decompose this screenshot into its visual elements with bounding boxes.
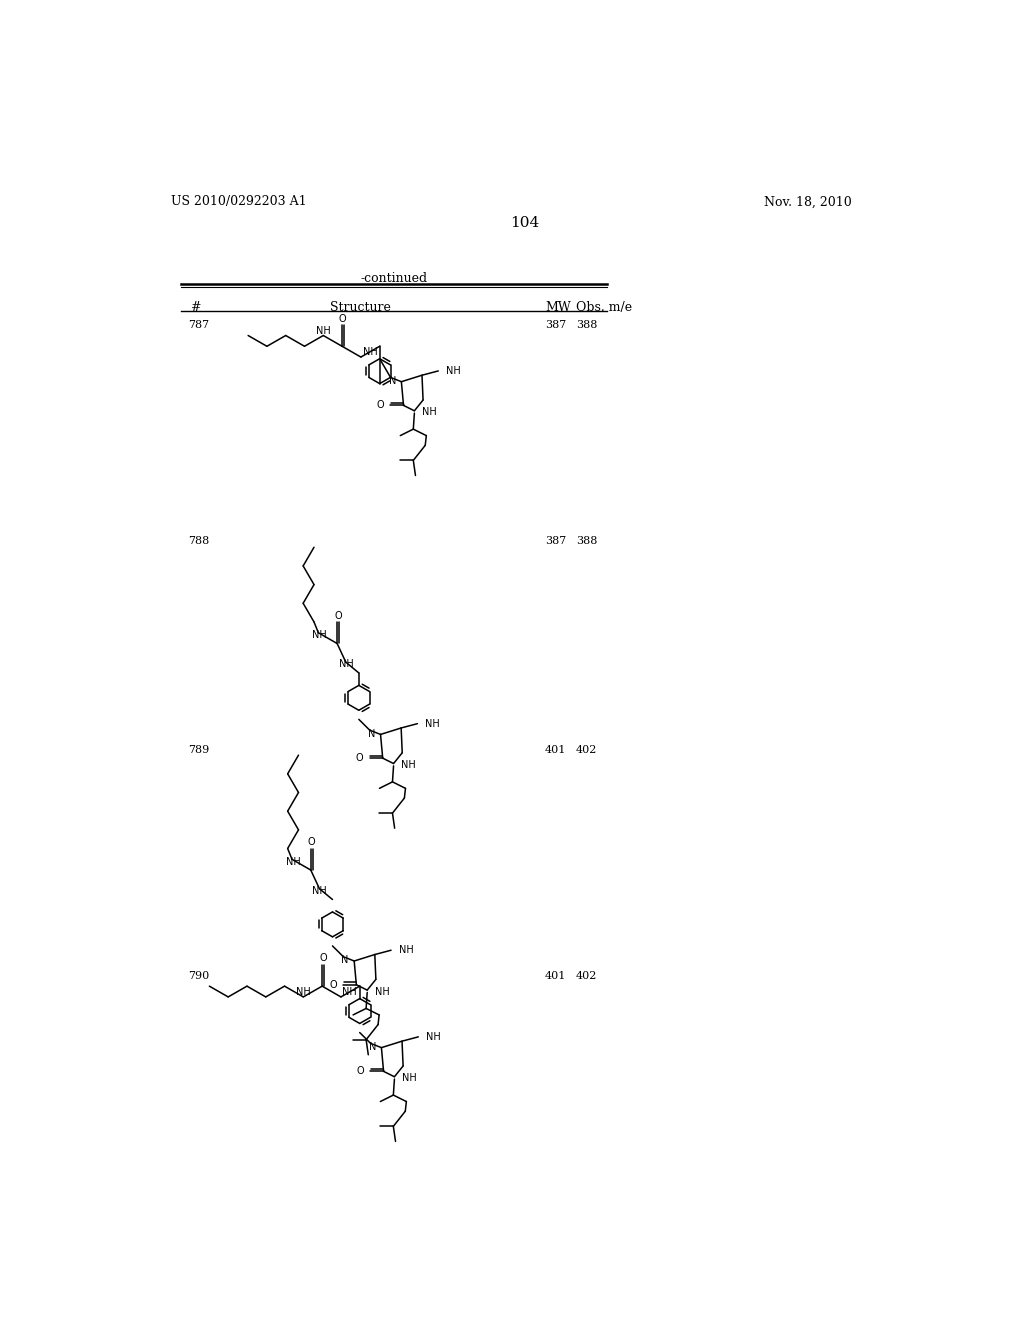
Text: NH: NH	[446, 366, 461, 376]
Text: NH: NH	[316, 326, 331, 335]
Text: O: O	[330, 979, 337, 990]
Text: NH: NH	[426, 1032, 440, 1041]
Text: N: N	[369, 1041, 376, 1052]
Text: NH: NH	[422, 408, 437, 417]
Text: -continued: -continued	[360, 272, 427, 285]
Text: NH: NH	[296, 986, 310, 997]
Text: O: O	[356, 1067, 365, 1076]
Text: 790: 790	[188, 970, 210, 981]
Text: 402: 402	[575, 744, 597, 755]
Text: 401: 401	[545, 744, 566, 755]
Text: O: O	[334, 611, 342, 620]
Text: Nov. 18, 2010: Nov. 18, 2010	[764, 195, 851, 209]
Text: NH: NH	[339, 660, 353, 669]
Text: 388: 388	[575, 536, 597, 545]
Text: #: #	[190, 301, 201, 314]
Text: NH: NH	[312, 886, 328, 896]
Text: 402: 402	[575, 970, 597, 981]
Text: 789: 789	[188, 744, 210, 755]
Text: NH: NH	[286, 857, 300, 867]
Text: N: N	[341, 956, 349, 965]
Text: 104: 104	[510, 216, 540, 230]
Text: 387: 387	[545, 536, 566, 545]
Text: NH: NH	[312, 630, 327, 640]
Text: 387: 387	[545, 321, 566, 330]
Text: N: N	[368, 729, 375, 739]
Text: O: O	[338, 314, 346, 323]
Text: 388: 388	[575, 321, 597, 330]
Text: NH: NH	[402, 1073, 417, 1084]
Text: NH: NH	[342, 986, 357, 997]
Text: Obs. m/e: Obs. m/e	[575, 301, 632, 314]
Text: 787: 787	[188, 321, 210, 330]
Text: 401: 401	[545, 970, 566, 981]
Text: Structure: Structure	[330, 301, 391, 314]
Text: O: O	[319, 953, 327, 964]
Text: US 2010/0292203 A1: US 2010/0292203 A1	[171, 195, 306, 209]
Text: NH: NH	[425, 718, 440, 729]
Text: MW: MW	[545, 301, 570, 314]
Text: NH: NH	[398, 945, 414, 956]
Text: N: N	[388, 376, 396, 385]
Text: O: O	[355, 754, 364, 763]
Text: NH: NH	[364, 347, 378, 356]
Text: NH: NH	[401, 760, 416, 770]
Text: 788: 788	[188, 536, 210, 545]
Text: NH: NH	[375, 986, 390, 997]
Text: O: O	[377, 400, 384, 411]
Text: O: O	[308, 837, 315, 847]
